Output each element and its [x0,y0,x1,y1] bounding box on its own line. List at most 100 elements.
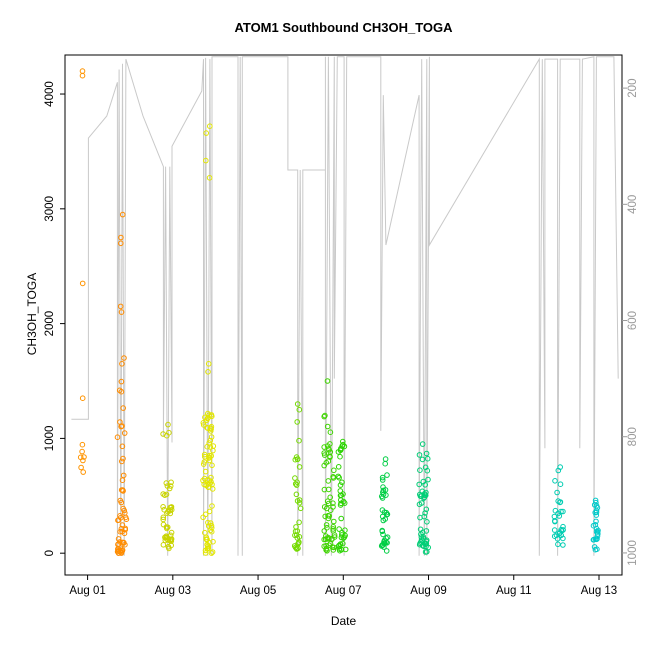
y-right-tick-label: 1000 [627,540,639,566]
data-point [384,511,391,518]
data-point [118,514,124,521]
data-point [555,541,561,548]
cluster-Aug09-flight [416,441,432,555]
data-point [330,526,336,532]
data-point [78,464,84,471]
data-point [327,449,334,455]
data-point [119,211,126,218]
data-point [202,414,208,421]
data-point [79,395,86,402]
data-point [160,521,167,528]
data-point [79,280,86,287]
data-point [203,130,209,136]
data-point [292,544,299,551]
data-point [322,536,329,543]
data-point [321,504,328,510]
data-point [117,539,123,545]
data-point [339,532,345,538]
data-point [118,525,125,532]
data-point [210,538,216,545]
data-point [294,419,301,425]
data-point [200,422,207,428]
data-point [115,548,121,555]
data-point [121,355,127,361]
data-point [79,72,86,79]
data-point [593,528,600,535]
data-point [209,503,215,509]
data-point [551,513,558,520]
data-point [164,483,171,489]
data-point [594,546,600,553]
cluster-Aug04-flight [200,123,217,556]
data-point [379,477,386,483]
data-point [383,548,390,554]
y-tick-label: 1000 [44,426,56,452]
pressure-trace [71,56,619,556]
y-right-tick-label: 400 [627,195,639,214]
data-point [207,437,214,444]
data-point [201,451,208,458]
data-point [560,542,566,548]
data-point [338,500,344,507]
data-point [165,544,172,550]
data-point [340,438,346,445]
data-point [208,525,215,531]
data-point [119,522,126,528]
data-point [338,534,345,541]
cluster-Aug01-flight [77,68,87,475]
data-point [207,444,214,450]
data-point [337,541,344,547]
data-point [204,545,211,552]
data-point [326,542,332,549]
data-point [330,524,337,530]
data-point [421,494,428,501]
data-point [323,522,330,528]
data-point [114,434,121,441]
data-point [80,469,86,475]
data-point [324,423,331,430]
data-point [119,528,125,535]
data-point [202,511,209,518]
y-tick-label: 3000 [44,196,56,222]
data-point [118,309,125,315]
cluster-Aug06-flight-b [321,378,338,554]
data-point [118,388,125,395]
data-point [325,500,332,507]
data-point [327,494,334,501]
data-point [322,513,329,520]
data-point [323,459,330,466]
data-point [554,489,560,496]
data-point [209,462,215,469]
data-point [384,540,390,546]
data-point [327,507,334,514]
data-point [379,507,386,513]
data-point [164,524,171,531]
y-axis-left: 0 1000 2000 3000 4000 [44,81,65,556]
data-point [424,467,431,474]
data-point [204,415,211,422]
data-point [336,526,342,532]
data-point [380,531,386,538]
data-point [341,500,348,506]
x-tick-label: Aug 09 [410,585,446,597]
data-point [552,478,558,484]
data-point [423,506,430,513]
data-point [208,550,215,556]
data-point [119,487,126,493]
y-axis-right: 200 400 600 800 1000 [622,79,639,566]
data-point [204,477,211,483]
data-point [120,505,126,512]
data-point [292,481,299,487]
data-point [115,536,122,542]
cluster-Aug03-flight [160,421,175,552]
data-point [202,468,209,475]
data-point [206,175,213,181]
y-right-tick-label: 800 [627,427,639,446]
data-point [203,534,210,541]
data-point [338,497,344,503]
data-point [208,528,215,535]
data-point [593,518,599,525]
data-point [203,482,210,489]
data-point [325,486,332,493]
data-point [340,540,346,547]
